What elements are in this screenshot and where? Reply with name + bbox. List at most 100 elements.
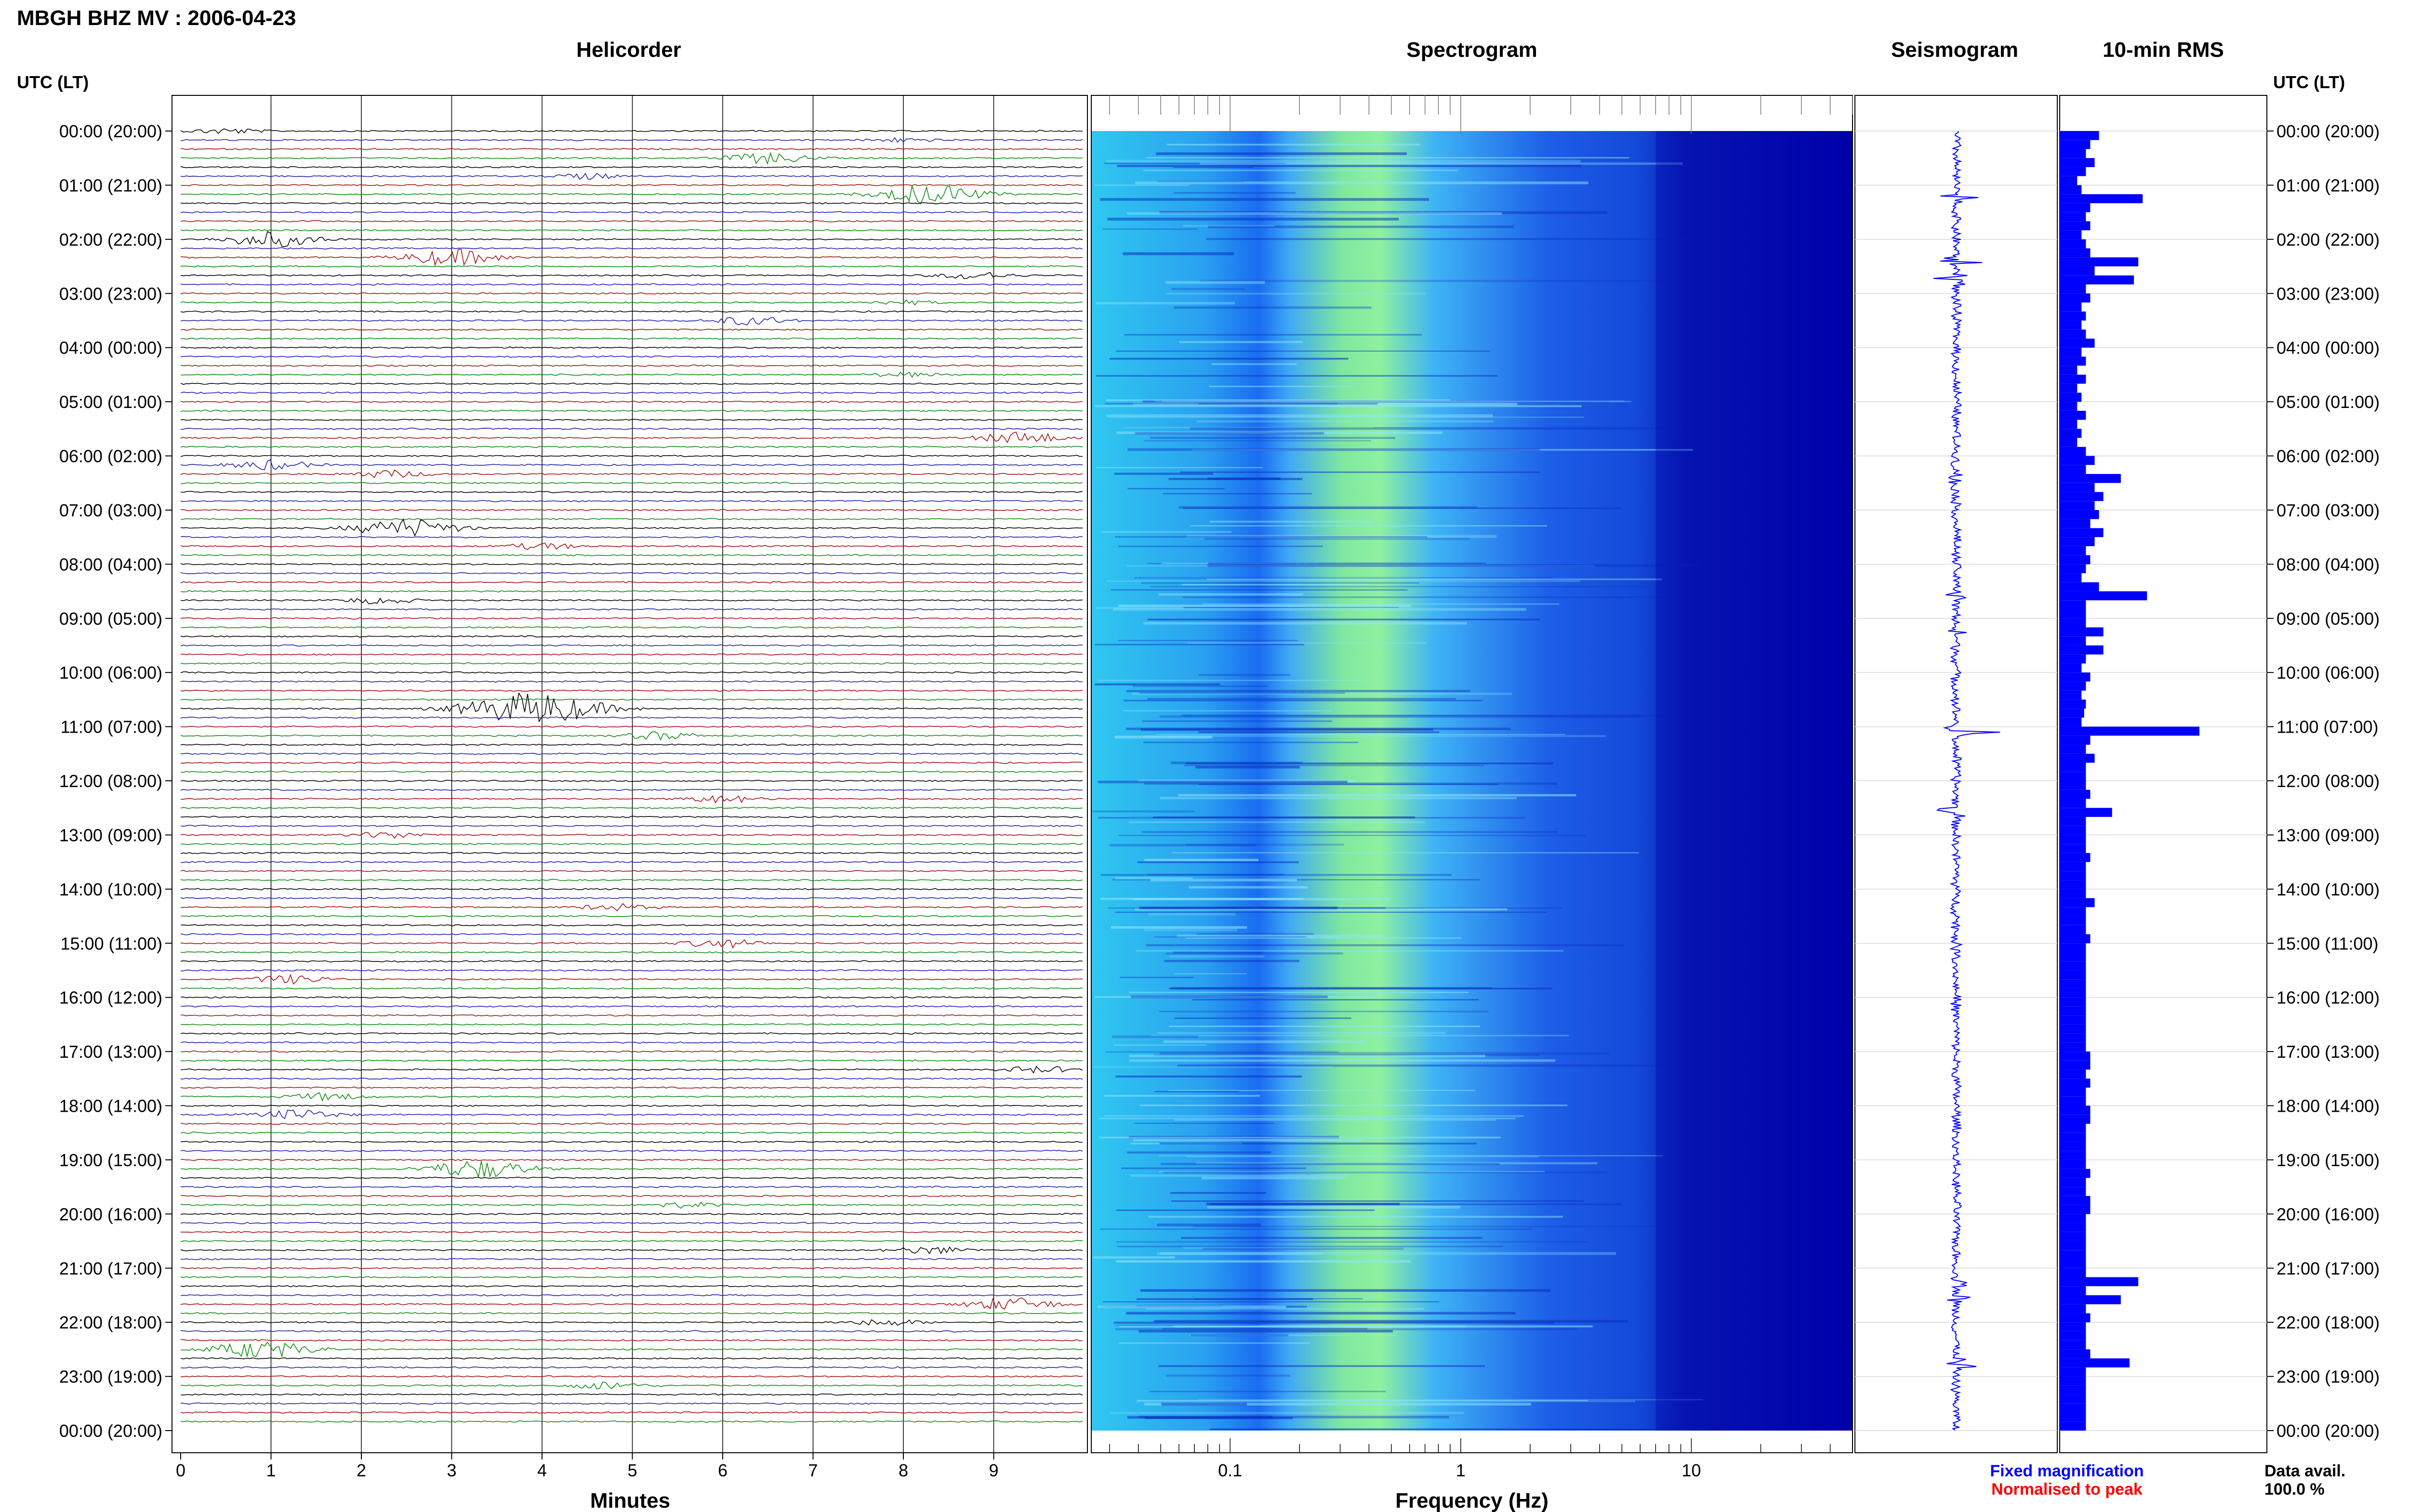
time-label-right: 00:00 (20:00) [2277,121,2380,141]
spectrogram-streak [1144,858,1258,861]
spectrogram-streak [1120,977,1194,978]
spectrogram-streak [1118,835,1586,836]
spectrogram-streak [1129,1059,1556,1062]
helicorder-trace [180,1014,1083,1017]
spectrogram-streak [1202,603,1559,605]
time-label-right: 13:00 (09:00) [2277,825,2380,845]
spectrogram-streak [1189,1334,1400,1336]
spectrogram-streak [1150,879,1297,881]
rms-bar [2060,681,2086,691]
spectrogram-streak [1209,385,1354,387]
helicorder-trace [180,1149,1083,1152]
time-label-left: 08:00 (04:00) [59,554,162,574]
spectrogram-streak [1181,1236,1482,1239]
time-label-left: 13:00 (09:00) [59,825,162,845]
rms-bar [2060,456,2095,465]
rms-bar [2060,483,2095,492]
spectrogram-streak [1192,1225,1671,1227]
spectrogram-streak [1138,907,1338,909]
helicorder-trace [180,852,1083,855]
spectrogram-streak [1143,170,1458,171]
rms-bar [2060,293,2091,302]
helicorder-trace [180,1212,1083,1215]
time-label-left: 05:00 (01:00) [59,392,162,412]
helicorder-xtick-label: 0 [176,1460,185,1480]
rms-bar [2060,194,2143,203]
spectrogram-streak [1110,357,1349,360]
utc-label-left: UTC (LT) [17,72,89,92]
spectrogram-streak [1100,897,1304,900]
rms-bar [2060,429,2082,438]
spectrogram-streak [1092,810,1194,813]
spectrogram-streak [1126,1312,1516,1315]
rms-bar [2060,1340,2086,1350]
helicorder-trace [180,482,1083,485]
helicorder-trace [180,743,1083,746]
spectrogram-streak [1098,816,1525,819]
rms-bar [2060,699,2086,709]
helicorder-trace [180,1393,1083,1396]
spectrogram-streak [1144,928,1238,932]
spectrogram-streak [1199,674,1290,676]
spectrogram-panel: 0.1 1 10 [1091,95,1853,1480]
time-label-right: 17:00 (13:00) [2277,1042,2380,1062]
spectrogram-streak [1196,1162,1598,1165]
spectrogram-streak [1160,797,1517,800]
spectrogram-streak [1207,1206,1461,1209]
rms-bar [2060,763,2086,772]
spectrogram-streak [1173,167,1253,169]
spectrogram-streak [1159,211,1607,214]
rms-bar [2060,853,2091,862]
time-label-left: 12:00 (08:00) [59,771,162,791]
spectrogram-streak [1174,192,1296,194]
spectrogram-streak [1173,951,1263,954]
spectrogram-streak [1116,1210,1375,1211]
spectrogram-streak [1134,1122,1274,1124]
spectrogram-streak [1130,1143,1242,1144]
spectrogram-streak [1158,1365,1485,1367]
helicorder-trace [180,572,1083,575]
rms-bar [2060,1069,2086,1079]
spectrogram-streak [1147,697,1456,700]
helicorder-trace [180,446,1083,448]
spectrogram-streak [1198,1399,1704,1401]
rms-bar [2060,221,2091,231]
rms-bar [2060,1015,2086,1025]
helicorder-trace [180,554,1083,557]
helicorder-trace [180,1402,1083,1405]
rms-bar [2060,717,2082,727]
spectrogram-streak [1140,1289,1551,1292]
spectrogram-streak [1159,1171,1545,1172]
spectrogram-streak [1206,1202,1400,1206]
helicorder-xtick-label: 1 [266,1460,276,1480]
spectrogram-streak [1116,1260,1411,1263]
rms-bar [2060,772,2086,781]
rms-bar [2060,1394,2086,1404]
spectrogram-xlabel: Frequency (Hz) [1395,1489,1549,1512]
spectrogram-streak [1193,1298,1363,1300]
spectrogram-streak [1163,493,1312,495]
rms-bar [2060,862,2086,871]
helicorder-trace [180,211,1083,214]
helicorder-xtick-label: 7 [808,1460,818,1480]
time-label-right: 20:00 (16:00) [2277,1204,2380,1224]
helicorder-xtick-label: 8 [899,1460,908,1480]
time-label-right: 23:00 (19:00) [2277,1367,2380,1387]
rms-bar [2060,745,2086,754]
rms-bar [2060,1115,2091,1124]
helicorder-trace [180,1065,1083,1074]
helicorder-trace [180,137,1083,143]
spectrogram-streak [1104,162,1285,164]
spectrogram-streak [1147,618,1541,620]
spectrogram-streak [1168,1026,1480,1027]
spectrogram-streak [1187,535,1497,538]
helicorder-xlabel: Minutes [590,1489,670,1512]
helicorder-trace [180,563,1083,565]
rms-bar [2060,383,2078,393]
spectrogram-streak [1149,1391,1386,1393]
spectrogram-streak [1192,999,1479,1001]
rms-bar [2060,1088,2086,1097]
helicorder-trace [181,1161,1083,1178]
spectrogram-streak [1150,437,1395,439]
rms-bar [2060,1187,2086,1196]
